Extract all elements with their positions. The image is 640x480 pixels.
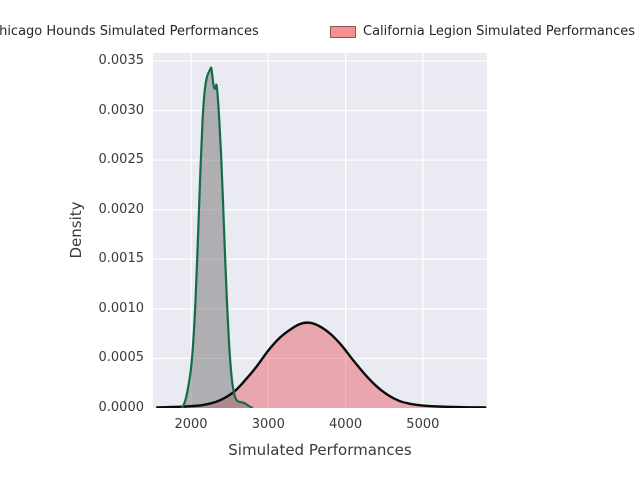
x-tick-label: 5000 [406,417,440,432]
y-tick-label: 0.0010 [98,300,145,316]
kde-curve-chicago-hounds [180,66,254,408]
kde-fill-chicago-hounds [181,67,253,408]
x-axis-title: Simulated Performances [228,441,412,459]
kde-plot-svg [153,53,487,408]
legend-item-california-legion: California Legion Simulated Performances [330,24,635,39]
plot-background [153,53,487,408]
y-tick-label: 0.0025 [98,152,145,168]
y-tick-label: 0.0015 [98,251,145,267]
y-tick-label: 0.0035 [98,53,145,68]
legend-label-chicago-hounds: Chicago Hounds Simulated Performances [0,24,259,39]
x-tick-label: 2000 [174,417,208,432]
y-tick-label: 0.0030 [98,102,145,118]
plot-area [153,53,487,408]
legend-item-chicago-hounds: Chicago Hounds Simulated Performances [0,24,259,39]
y-tick-label: 0.0020 [98,201,145,217]
legend-label-california-legion: California Legion Simulated Performances [363,24,636,39]
y-axis-title: Density [67,201,85,259]
legend-swatch-california-legion [330,25,356,38]
y-tick-label: 0.0005 [98,350,145,366]
y-tick-label: 0.0000 [98,400,145,415]
x-tick-label: 3000 [251,417,285,432]
kde-curve-california-legion [156,321,487,408]
kde-fill-california-legion [156,322,487,408]
x-tick-label: 4000 [329,417,363,432]
